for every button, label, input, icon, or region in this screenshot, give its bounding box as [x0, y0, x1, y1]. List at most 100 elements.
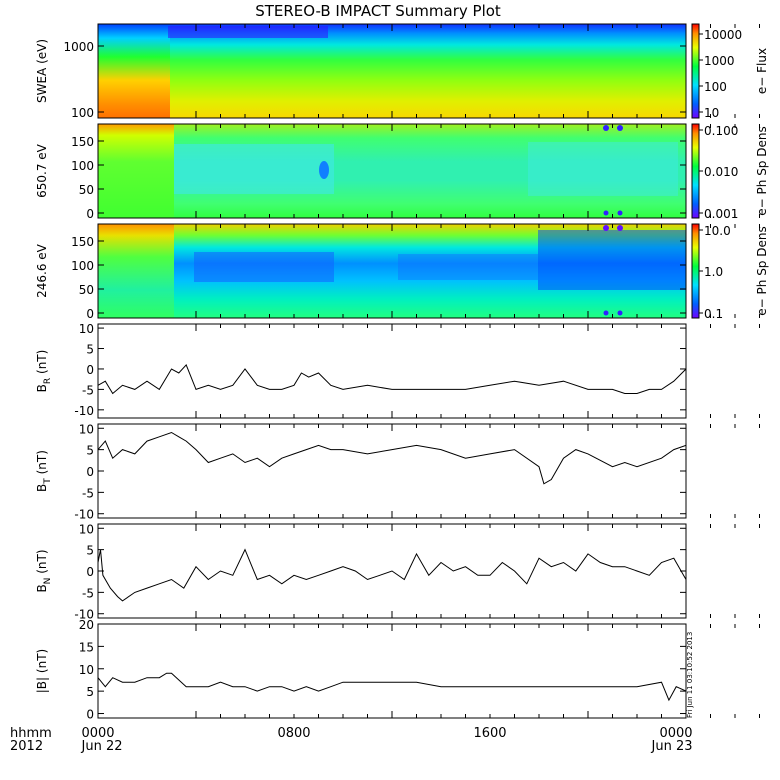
colorbar-scale — [691, 23, 700, 119]
y-tick-label: 10 — [79, 663, 94, 677]
panel-1: 1000 100 10000 1000 100 10 e− Flux SWEA (eV) — [35, 23, 769, 120]
heatmap-region — [538, 230, 686, 290]
generation-stamp: Fri Jun 11 03:10:52 2013 — [686, 632, 694, 718]
y-tick-label: 1000 — [63, 40, 94, 54]
panel-frame — [97, 423, 687, 519]
y-tick-label: 0 — [86, 307, 94, 321]
y-tick-label: -10 — [74, 508, 94, 522]
plot-title: STEREO-B IMPACT Summary Plot — [255, 2, 501, 20]
y-axis-label: BR (nT) — [35, 350, 53, 393]
plot-area: 10 5 0 -5 -10 — [74, 422, 760, 522]
heatmap-spot — [617, 310, 623, 316]
y-axis-label: 650.7 eV — [35, 143, 49, 198]
heatmap-region — [98, 124, 174, 218]
colorbar-label: e− Ph Sp Dens — [755, 226, 769, 315]
panel-frame — [97, 323, 687, 419]
y-tick-label: -10 — [74, 404, 94, 418]
panel-6: 10 5 0 -5 -10 BN (nT) — [35, 522, 760, 622]
heatmap-spot — [617, 210, 623, 216]
plot-area: 10 5 0 -5 -10 — [74, 522, 760, 622]
y-axis-label: BN (nT) — [35, 549, 53, 592]
time-label-hhmm: hhmm — [10, 726, 52, 741]
colorbar-tick-label: 0.1 — [704, 307, 723, 321]
time-tick-date-end: Jun 23 — [651, 739, 693, 754]
time-tick-0800: 0800 — [277, 726, 310, 741]
time-tick-date-start: Jun 22 — [81, 739, 123, 754]
heatmap-region — [168, 26, 328, 38]
heatmap-spot — [617, 125, 623, 131]
heatmap-spot — [603, 225, 609, 231]
colorbar: 10000 1000 100 10 — [691, 23, 742, 120]
time-tick-0000-end: 0000 — [659, 726, 692, 741]
colorbar-label: e− Flux — [755, 48, 769, 94]
series-line — [98, 431, 686, 485]
heatmap-spot — [319, 161, 329, 179]
colorbar-tick-label: 0.010 — [704, 165, 738, 179]
heatmap-region — [98, 224, 174, 318]
colorbar-tick-label: 10.0 — [704, 224, 731, 238]
time-tick-0000-start: 0000 — [81, 726, 114, 741]
colorbar-tick-label: 0.100 — [704, 124, 738, 138]
y-tick-label: 10 — [79, 422, 94, 436]
time-tick-1600: 1600 — [473, 726, 506, 741]
y-tick-label: 50 — [79, 183, 94, 197]
heatmap-region — [174, 144, 334, 194]
colorbar-tick-label: 1000 — [704, 54, 735, 68]
y-tick-label: 0 — [86, 465, 94, 479]
colorbar-tick-label: 0.001 — [704, 207, 738, 221]
series-line — [98, 548, 686, 602]
colorbar: 0.100 0.010 0.001 — [691, 123, 738, 221]
heatmap-spot — [617, 225, 623, 231]
plot-area: 1000 100 — [63, 23, 760, 120]
y-axis-label: BT (nT) — [35, 450, 53, 492]
y-tick-label: 100 — [71, 159, 94, 173]
plot-area: 150 100 50 0 — [71, 123, 760, 221]
y-tick-label: 0 — [86, 565, 94, 579]
heatmap-spot — [603, 310, 609, 316]
y-tick-label: -10 — [74, 608, 94, 622]
series-line — [98, 672, 686, 702]
time-axis: hhmm 2012 0000 Jun 22 0800 1600 0000 Jun… — [10, 726, 693, 754]
heatmap-region — [194, 252, 334, 282]
y-tick-label: 15 — [79, 640, 94, 654]
colorbar-tick-label: 10000 — [704, 28, 742, 42]
y-tick-label: 20 — [79, 618, 94, 632]
colorbar-label: e− Ph Sp Dens — [755, 126, 769, 215]
y-tick-label: -5 — [82, 383, 94, 397]
y-axis-label: |B| (nT) — [35, 649, 49, 693]
y-tick-label: 5 — [86, 444, 94, 458]
plot-area: 150 100 50 0 — [71, 223, 760, 321]
time-label-year: 2012 — [10, 739, 43, 754]
y-axis-label: 246.6 eV — [35, 243, 49, 298]
y-tick-label: 150 — [71, 235, 94, 249]
y-tick-label: 150 — [71, 135, 94, 149]
y-axis-label: SWEA (eV) — [35, 39, 49, 103]
panel-5: 10 5 0 -5 -10 BT (nT) — [35, 422, 760, 522]
y-tick-label: 0 — [86, 363, 94, 377]
y-tick-label: 100 — [71, 106, 94, 120]
colorbar-scale — [691, 223, 700, 319]
y-tick-label: 10 — [79, 522, 94, 536]
y-tick-label: 100 — [71, 259, 94, 273]
y-tick-label: 0 — [86, 207, 94, 221]
panel-7: 20 15 10 5 0 |B| (nT) — [35, 618, 760, 722]
panel-4: 10 5 0 -5 -10 BR (nT) — [35, 322, 760, 419]
y-tick-label: 0 — [86, 708, 94, 722]
y-tick-label: 5 — [86, 343, 94, 357]
panel-2: 150 100 50 0 0.100 0.010 0.001 e− Ph Sp Dens 650… — [35, 123, 769, 221]
panel-frame — [97, 623, 687, 719]
colorbar-scale — [691, 123, 700, 219]
colorbar: 10.0 1.0 0.1 — [691, 223, 731, 321]
colorbar-tick-label: 1.0 — [704, 265, 723, 279]
heatmap-spot — [603, 210, 609, 216]
y-tick-label: 50 — [79, 283, 94, 297]
y-tick-label: 5 — [86, 544, 94, 558]
series-line — [98, 363, 686, 395]
panel-3: 150 100 50 0 10.0 1.0 0.1 e− Ph Sp Dens 246.6 eV — [35, 223, 769, 321]
heatmap-region — [398, 254, 538, 280]
plot-area: 20 15 10 5 0 — [79, 618, 760, 722]
heatmap-field — [98, 24, 686, 118]
y-tick-label: -5 — [82, 486, 94, 500]
heatmap-region — [98, 24, 170, 118]
